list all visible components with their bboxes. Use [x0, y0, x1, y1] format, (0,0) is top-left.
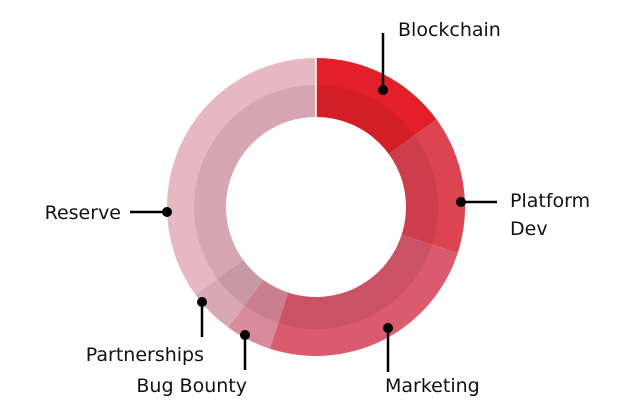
slice-inner-band-platform-dev [388, 135, 438, 245]
slice-reserve [166, 58, 316, 295]
slice-marketing [269, 234, 458, 357]
slice-blockchain [316, 58, 437, 155]
slice-inner-band-bug-bounty [244, 279, 289, 324]
leader-dot-platform-dev [456, 197, 466, 207]
slice-inner-band-blockchain [316, 85, 415, 155]
leader-dot-marketing [383, 323, 393, 333]
label-platform-dev: Platform [510, 190, 590, 212]
slice-platform-dev [388, 119, 465, 254]
leader-dot-blockchain [378, 85, 388, 95]
leader-dot-bug-bounty [240, 330, 250, 340]
label-bug-bounty: Bug Bounty [136, 375, 247, 397]
label-marketing: Marketing [385, 375, 480, 397]
leader-dot-partnerships [197, 297, 207, 307]
leader-dot-reserve [162, 207, 172, 217]
label-reserve: Reserve [45, 202, 121, 224]
slice-inner-band-partnerships [217, 259, 264, 306]
slice-inner-band-marketing [278, 234, 433, 329]
slice-partnerships [195, 259, 264, 328]
slice-inner-band-reserve [194, 85, 316, 279]
label-blockchain: Blockchain [398, 19, 501, 41]
label-partnerships: Partnerships [86, 344, 204, 366]
label-platform-dev: Dev [510, 218, 548, 240]
